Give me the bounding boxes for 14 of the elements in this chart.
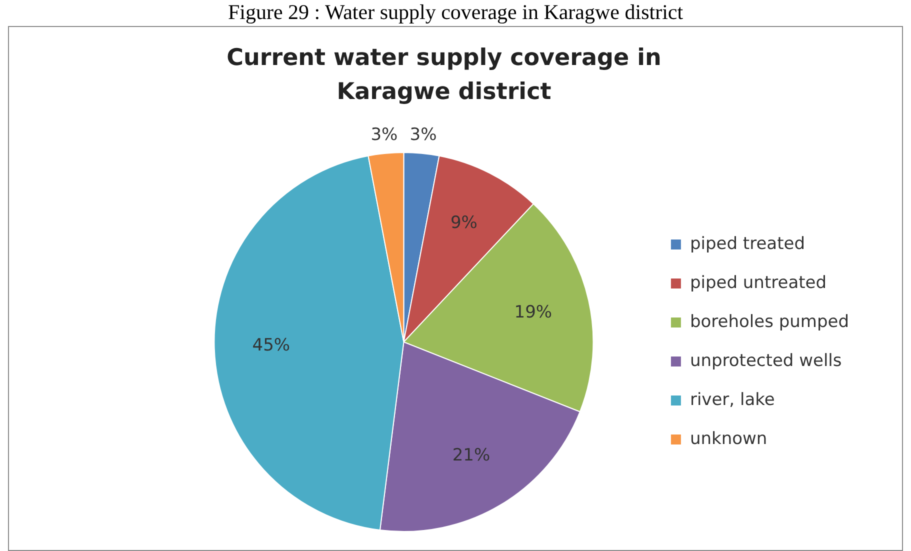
chart-title: Current water supply coverage in Karagwe district [226, 44, 662, 107]
data-label: 3% [410, 124, 437, 145]
data-label: 9% [450, 213, 478, 234]
legend-label: river, lake [690, 390, 775, 410]
legend-label: unprotected wells [690, 350, 842, 371]
caption: Figure 29 : Water supply coverage in Karagwe district [226, 0, 684, 24]
legend-label: piped untreated [690, 272, 827, 293]
data-label: 19% [514, 302, 552, 322]
data-label: 45% [252, 336, 290, 356]
data-label: 21% [452, 446, 490, 466]
legend-label: unknown [690, 428, 768, 449]
legend-label: piped treated [690, 234, 805, 254]
legend-label: boreholes pumped [690, 312, 850, 332]
data-label: 3% [370, 124, 398, 145]
